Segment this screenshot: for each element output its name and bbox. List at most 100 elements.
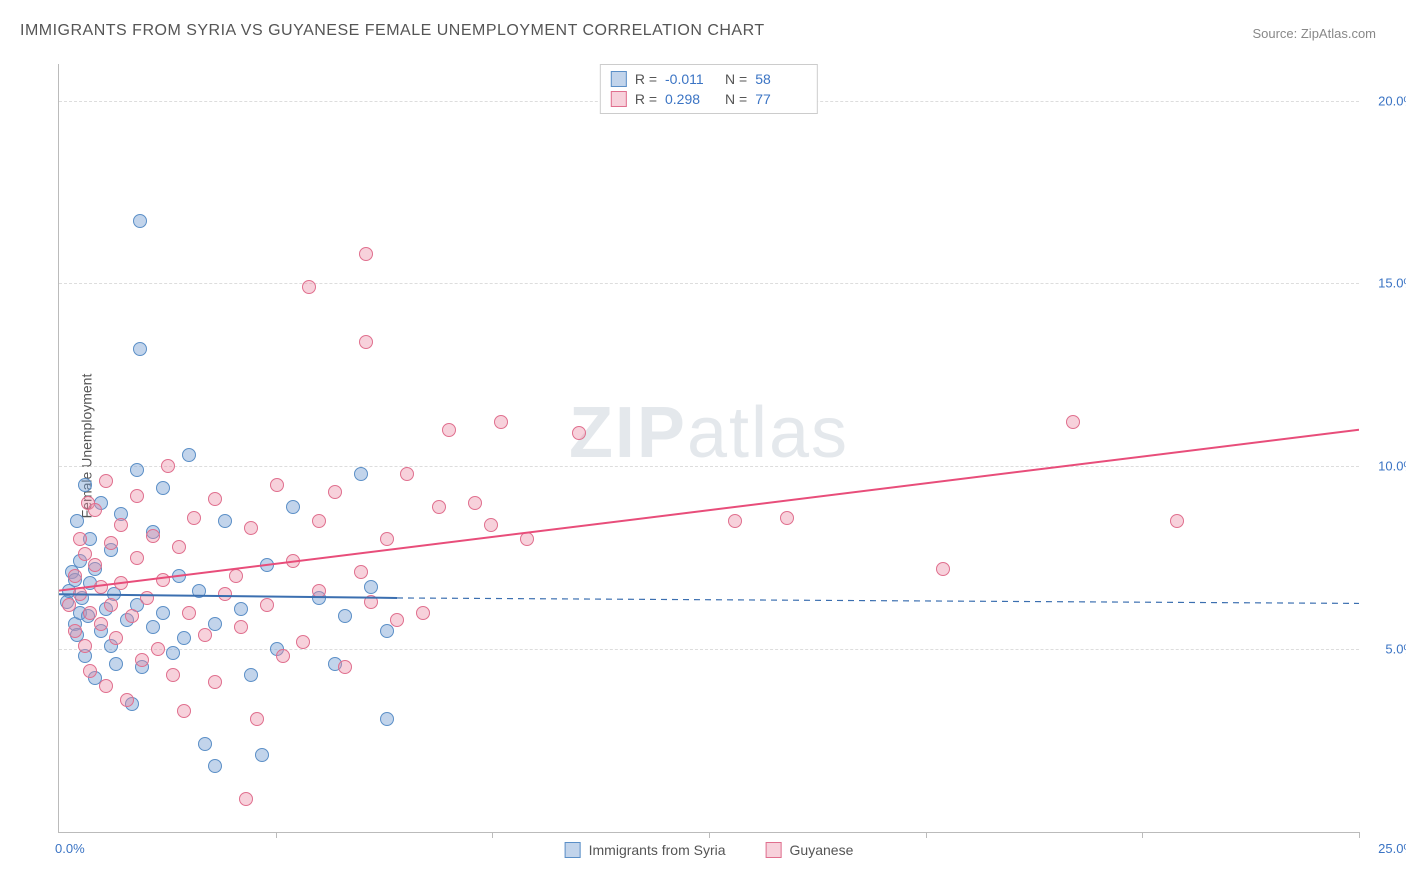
legend-label-syria: Immigrants from Syria <box>589 842 726 858</box>
data-point-guyanese <box>208 492 222 506</box>
x-tick <box>276 832 277 838</box>
swatch-guyanese <box>766 842 782 858</box>
data-point-guyanese <box>218 587 232 601</box>
data-point-guyanese <box>68 569 82 583</box>
data-point-guyanese <box>114 576 128 590</box>
data-point-syria <box>234 602 248 616</box>
data-point-guyanese <box>400 467 414 481</box>
data-point-guyanese <box>354 565 368 579</box>
y-tick-label: 5.0% <box>1365 642 1406 657</box>
data-point-guyanese <box>130 489 144 503</box>
swatch-syria <box>565 842 581 858</box>
data-point-guyanese <box>390 613 404 627</box>
data-point-guyanese <box>62 598 76 612</box>
data-point-syria <box>354 467 368 481</box>
correlation-legend: R = -0.011 N = 58 R = 0.298 N = 77 <box>600 64 818 114</box>
data-point-guyanese <box>572 426 586 440</box>
data-point-syria <box>192 584 206 598</box>
data-point-syria <box>166 646 180 660</box>
y-tick-label: 15.0% <box>1365 276 1406 291</box>
swatch-syria <box>611 71 627 87</box>
data-point-guyanese <box>936 562 950 576</box>
data-point-guyanese <box>328 485 342 499</box>
data-point-guyanese <box>109 631 123 645</box>
n-value-syria: 58 <box>755 71 807 87</box>
correlation-row-syria: R = -0.011 N = 58 <box>611 69 807 89</box>
data-point-syria <box>198 737 212 751</box>
data-point-guyanese <box>187 511 201 525</box>
data-point-guyanese <box>140 591 154 605</box>
data-point-syria <box>146 620 160 634</box>
data-point-syria <box>380 712 394 726</box>
swatch-guyanese <box>611 91 627 107</box>
data-point-syria <box>286 500 300 514</box>
data-point-guyanese <box>468 496 482 510</box>
data-point-guyanese <box>151 642 165 656</box>
data-point-guyanese <box>234 620 248 634</box>
data-point-guyanese <box>359 335 373 349</box>
r-label: R = <box>635 91 657 107</box>
chart-plot-area: ZIPatlas R = -0.011 N = 58 R = 0.298 N =… <box>58 64 1359 833</box>
data-point-guyanese <box>270 478 284 492</box>
data-point-syria <box>70 514 84 528</box>
data-point-guyanese <box>250 712 264 726</box>
data-point-guyanese <box>432 500 446 514</box>
data-point-guyanese <box>416 606 430 620</box>
data-point-guyanese <box>73 532 87 546</box>
x-tick <box>492 832 493 838</box>
data-point-guyanese <box>302 280 316 294</box>
data-point-guyanese <box>177 704 191 718</box>
legend-item-syria: Immigrants from Syria <box>565 842 726 858</box>
gridline <box>59 466 1359 467</box>
data-point-syria <box>109 657 123 671</box>
data-point-syria <box>380 624 394 638</box>
r-value-guyanese: 0.298 <box>665 91 717 107</box>
n-value-guyanese: 77 <box>755 91 807 107</box>
data-point-guyanese <box>114 518 128 532</box>
data-point-guyanese <box>312 514 326 528</box>
data-point-guyanese <box>161 459 175 473</box>
data-point-guyanese <box>88 558 102 572</box>
data-point-syria <box>133 214 147 228</box>
data-point-guyanese <box>83 664 97 678</box>
data-point-guyanese <box>1170 514 1184 528</box>
data-point-syria <box>78 478 92 492</box>
data-point-guyanese <box>260 598 274 612</box>
data-point-syria <box>156 606 170 620</box>
legend-item-guyanese: Guyanese <box>766 842 854 858</box>
data-point-guyanese <box>166 668 180 682</box>
data-point-guyanese <box>94 580 108 594</box>
n-label: N = <box>725 71 747 87</box>
data-point-syria <box>177 631 191 645</box>
gridline <box>59 283 1359 284</box>
correlation-row-guyanese: R = 0.298 N = 77 <box>611 89 807 109</box>
data-point-guyanese <box>99 474 113 488</box>
data-point-guyanese <box>520 532 534 546</box>
data-point-guyanese <box>1066 415 1080 429</box>
data-point-guyanese <box>442 423 456 437</box>
data-point-guyanese <box>780 511 794 525</box>
data-point-syria <box>130 463 144 477</box>
data-point-guyanese <box>359 247 373 261</box>
data-point-guyanese <box>494 415 508 429</box>
data-point-guyanese <box>244 521 258 535</box>
data-point-guyanese <box>296 635 310 649</box>
data-point-guyanese <box>104 536 118 550</box>
data-point-guyanese <box>104 598 118 612</box>
data-point-guyanese <box>338 660 352 674</box>
data-point-guyanese <box>312 584 326 598</box>
data-point-syria <box>208 759 222 773</box>
data-point-guyanese <box>208 675 222 689</box>
data-point-guyanese <box>78 639 92 653</box>
data-point-guyanese <box>120 693 134 707</box>
data-point-guyanese <box>229 569 243 583</box>
data-point-guyanese <box>172 540 186 554</box>
data-point-guyanese <box>130 551 144 565</box>
data-point-guyanese <box>239 792 253 806</box>
data-point-guyanese <box>68 624 82 638</box>
data-point-guyanese <box>198 628 212 642</box>
x-axis-max-label: 25.0% <box>1365 841 1406 856</box>
gridline <box>59 649 1359 650</box>
data-point-guyanese <box>146 529 160 543</box>
watermark-light: atlas <box>687 393 849 473</box>
